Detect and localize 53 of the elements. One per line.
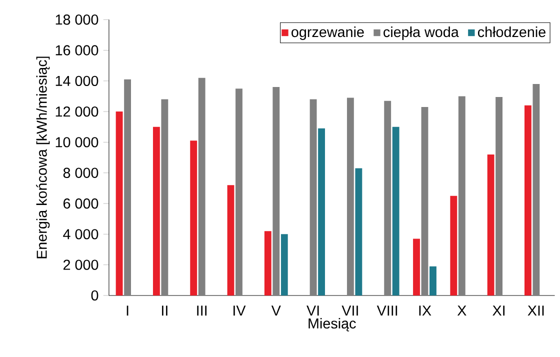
bar xyxy=(272,87,280,296)
y-tick-label: 4 000 xyxy=(63,229,98,240)
x-tick-label: I xyxy=(126,306,128,316)
bar xyxy=(421,107,428,296)
bar xyxy=(227,185,234,296)
bar xyxy=(161,99,168,296)
y-tick-label: 0 xyxy=(91,290,98,301)
y-tick-label: 12 000 xyxy=(56,106,98,117)
y-tick-label: 2 000 xyxy=(63,260,98,270)
x-axis-title: Miesiąc xyxy=(308,318,356,332)
bar xyxy=(496,97,503,296)
bar xyxy=(124,79,131,296)
bar xyxy=(116,112,123,296)
y-axis-title: Energia końcowa [kWh/miesiąc] xyxy=(36,56,50,258)
bar xyxy=(524,105,532,296)
bar xyxy=(310,99,317,296)
x-tick-label: VIII xyxy=(376,306,398,316)
x-tick-label: III xyxy=(197,306,207,316)
bar xyxy=(264,231,272,296)
bar xyxy=(392,126,400,296)
bar xyxy=(198,78,206,296)
legend-label: ogrzewanie xyxy=(292,26,364,40)
bar xyxy=(458,96,466,296)
x-tick-label: VII xyxy=(342,306,358,316)
bar xyxy=(487,154,494,296)
bar xyxy=(532,84,540,296)
x-tick-label: XII xyxy=(528,306,544,316)
y-tick-label: 18 000 xyxy=(56,14,98,25)
bar xyxy=(346,98,354,296)
bar xyxy=(355,168,362,296)
bar xyxy=(384,100,392,296)
bar xyxy=(450,196,458,296)
y-tick-label: 10 000 xyxy=(56,137,98,148)
x-tick-label: V xyxy=(271,306,281,316)
x-tick-label: IX xyxy=(419,306,432,316)
x-tick-label: IV xyxy=(234,306,246,316)
x-tick-label: X xyxy=(457,306,466,316)
legend-label: chłodzenie xyxy=(478,26,546,38)
legend-label: ciepła woda xyxy=(384,26,459,40)
bar xyxy=(236,88,242,296)
y-tick-label: 6 000 xyxy=(64,198,98,209)
y-tick-label: 14 000 xyxy=(56,76,98,86)
y-tick-label: 16 000 xyxy=(56,45,98,56)
bar xyxy=(430,266,436,296)
x-tick-label: II xyxy=(162,306,168,316)
bar xyxy=(190,140,198,296)
bar xyxy=(413,238,420,296)
x-tick-label: XI xyxy=(492,306,505,316)
x-tick-label: VI xyxy=(306,306,319,316)
bar xyxy=(152,126,160,296)
bar xyxy=(318,128,325,296)
bar xyxy=(280,234,288,296)
y-tick-label: 8 000 xyxy=(63,168,98,178)
